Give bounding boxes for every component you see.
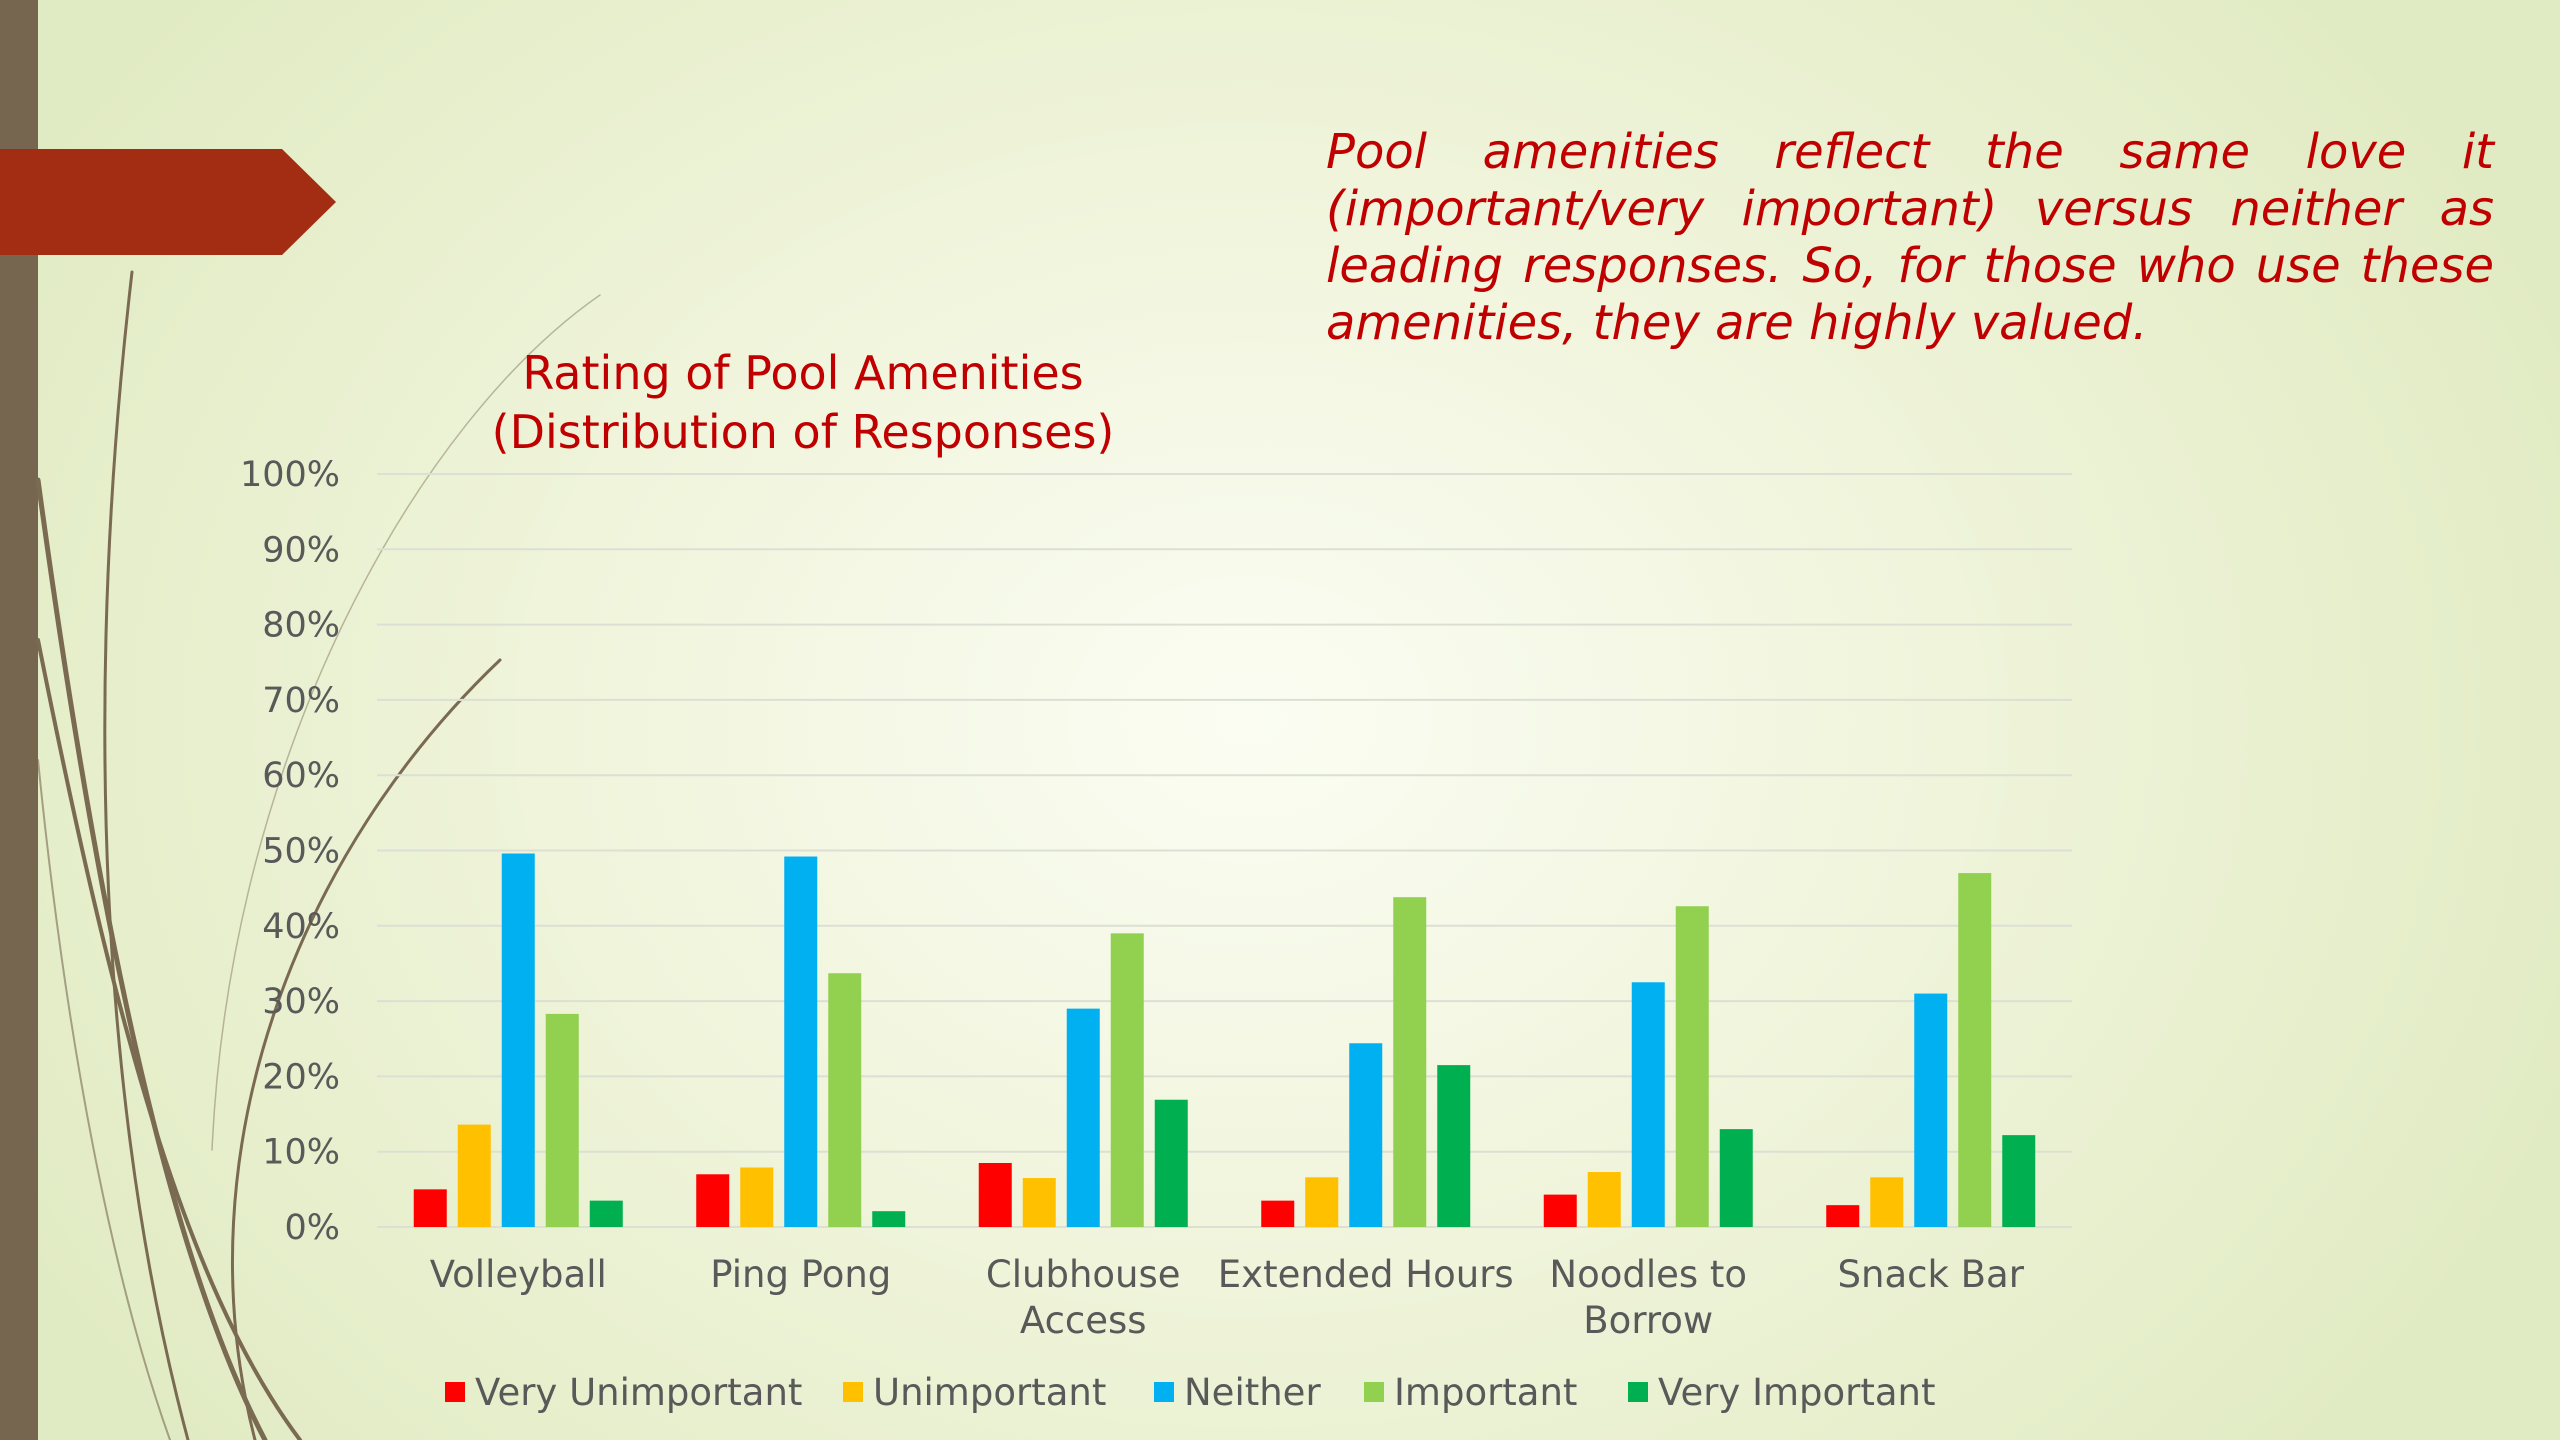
bar-very-unimportant [1826, 1205, 1860, 1227]
bar-very-unimportant [1543, 1194, 1577, 1227]
chart-legend: Very Unimportant Unimportant Neither Import… [445, 1371, 1936, 1414]
bar-neither [1914, 993, 1948, 1227]
x-tick-label: Volleyball [430, 1253, 607, 1296]
bar-unimportant [1587, 1172, 1621, 1227]
bar-important [1675, 906, 1709, 1227]
bar-important [545, 1013, 579, 1227]
bar-important [1393, 897, 1427, 1227]
y-axis-tick-labels: 0% 10% 20% 30% 40% 50% 60% 70% 80% 90% 100% [240, 455, 340, 1248]
legend-swatch [445, 1382, 465, 1402]
y-tick-label: 20% [262, 1057, 340, 1097]
bar-very-important [589, 1200, 623, 1227]
bar-neither [1066, 1008, 1100, 1227]
chart-gridlines [377, 473, 2072, 1228]
bar-important [1958, 873, 1992, 1227]
y-tick-label: 10% [262, 1133, 340, 1173]
legend-label: Very Unimportant [475, 1371, 802, 1414]
bar-very-important [872, 1211, 906, 1227]
bar-neither [1349, 1043, 1383, 1227]
x-tick-label: Snack Bar [1838, 1253, 2025, 1296]
bar-unimportant [1305, 1177, 1339, 1227]
bar-unimportant [1870, 1177, 1904, 1227]
chart-title-line-2: (Distribution of Responses) [492, 405, 1115, 459]
chart-title-line-1: Rating of Pool Amenities [522, 346, 1083, 400]
x-tick-label: Borrow [1583, 1299, 1713, 1342]
bar-very-unimportant [978, 1162, 1012, 1227]
bar-unimportant [457, 1124, 491, 1227]
bar-important [828, 973, 862, 1227]
legend-label: Unimportant [873, 1371, 1106, 1414]
y-tick-label: 70% [262, 681, 340, 721]
insight-caption: Pool amenities reflect the same love it … [1326, 124, 2494, 351]
bar-unimportant [740, 1167, 774, 1227]
title-arrow-shape [0, 149, 336, 255]
y-tick-label: 30% [262, 982, 340, 1022]
x-tick-label: Noodles to [1549, 1253, 1747, 1296]
bar-very-unimportant [413, 1189, 447, 1227]
legend-swatch [1154, 1382, 1174, 1402]
y-tick-label: 50% [262, 832, 340, 872]
legend-label: Important [1394, 1371, 1577, 1414]
decorative-swirl-lines [35, 270, 601, 1440]
bar-very-important [1437, 1065, 1471, 1227]
bar-neither [501, 853, 535, 1227]
x-tick-label: Extended Hours [1218, 1253, 1514, 1296]
y-tick-label: 60% [262, 756, 340, 796]
bar-very-important [2002, 1135, 2036, 1227]
bar-important [1110, 933, 1144, 1227]
bar-very-unimportant [1261, 1200, 1295, 1227]
y-tick-label: 40% [262, 907, 340, 947]
x-tick-label: Ping Pong [710, 1253, 891, 1296]
legend-label: Very Important [1658, 1371, 1936, 1414]
bar-neither [1631, 982, 1665, 1227]
y-tick-label: 90% [262, 530, 340, 570]
legend-swatch [1364, 1382, 1384, 1402]
y-tick-label: 0% [284, 1208, 340, 1248]
bar-very-important [1719, 1129, 1753, 1227]
x-tick-label: Clubhouse [986, 1253, 1181, 1296]
y-tick-label: 100% [240, 455, 340, 495]
bar-very-important [1154, 1099, 1188, 1227]
bar-neither [784, 856, 818, 1227]
chart-bars [413, 853, 2036, 1227]
bar-unimportant [1022, 1178, 1056, 1227]
x-tick-label: Access [1020, 1299, 1147, 1342]
legend-swatch [843, 1382, 863, 1402]
y-tick-label: 80% [262, 606, 340, 646]
legend-swatch [1628, 1382, 1648, 1402]
legend-label: Neither [1184, 1371, 1321, 1414]
bar-very-unimportant [696, 1174, 730, 1227]
